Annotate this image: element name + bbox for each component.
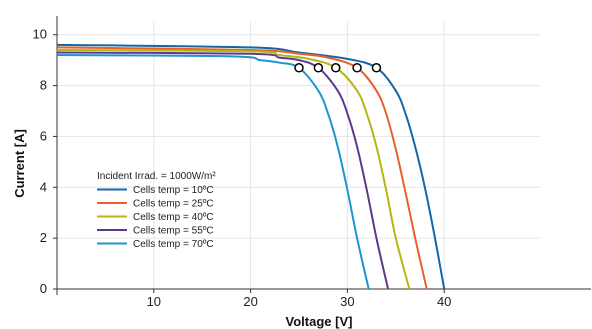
series-line-2 — [56, 46, 428, 290]
series-line-5 — [56, 54, 370, 290]
mpp-marker — [313, 63, 324, 73]
mpp-marker — [352, 63, 362, 73]
x-tick-label: 30 — [340, 294, 354, 309]
mpp-markers — [294, 63, 382, 73]
mpp-marker — [294, 63, 304, 73]
legend: Incident Irrad. = 1000W/m² Cells temp = … — [97, 171, 216, 250]
legend-label-4: Cells temp = 55ºC — [133, 226, 214, 237]
series-line-3 — [56, 48, 411, 290]
series-lines — [56, 43, 446, 290]
x-axis-ticks: 10 20 30 40 — [147, 289, 451, 309]
y-axis-title: Current [A] — [12, 129, 27, 198]
mpp-marker — [371, 63, 382, 73]
legend-title: Incident Irrad. = 1000W/m² — [97, 171, 216, 182]
y-tick-label: 2 — [40, 230, 47, 245]
x-tick-label: 20 — [243, 294, 257, 309]
x-axis-title: Voltage [V] — [286, 314, 353, 329]
series-line-4 — [56, 51, 390, 290]
y-tick-label: 6 — [40, 128, 47, 143]
y-axis-ticks: 0 2 4 6 8 10 — [33, 27, 57, 296]
series-line-1 — [56, 43, 446, 290]
axes — [56, 16, 591, 295]
x-tick-label: 40 — [437, 294, 451, 309]
mpp-marker — [331, 63, 341, 73]
legend-label-1: Cells temp = 10ºC — [133, 185, 214, 196]
y-tick-label: 10 — [33, 27, 47, 42]
y-tick-label: 4 — [40, 179, 47, 194]
x-tick-label: 10 — [147, 294, 161, 309]
grid-lines — [57, 22, 541, 289]
y-tick-label: 8 — [40, 78, 47, 93]
legend-label-5: Cells temp = 70ºC — [133, 239, 214, 250]
legend-label-2: Cells temp = 25ºC — [133, 199, 214, 210]
legend-label-3: Cells temp = 40ºC — [133, 212, 214, 223]
y-tick-label: 0 — [40, 281, 47, 296]
